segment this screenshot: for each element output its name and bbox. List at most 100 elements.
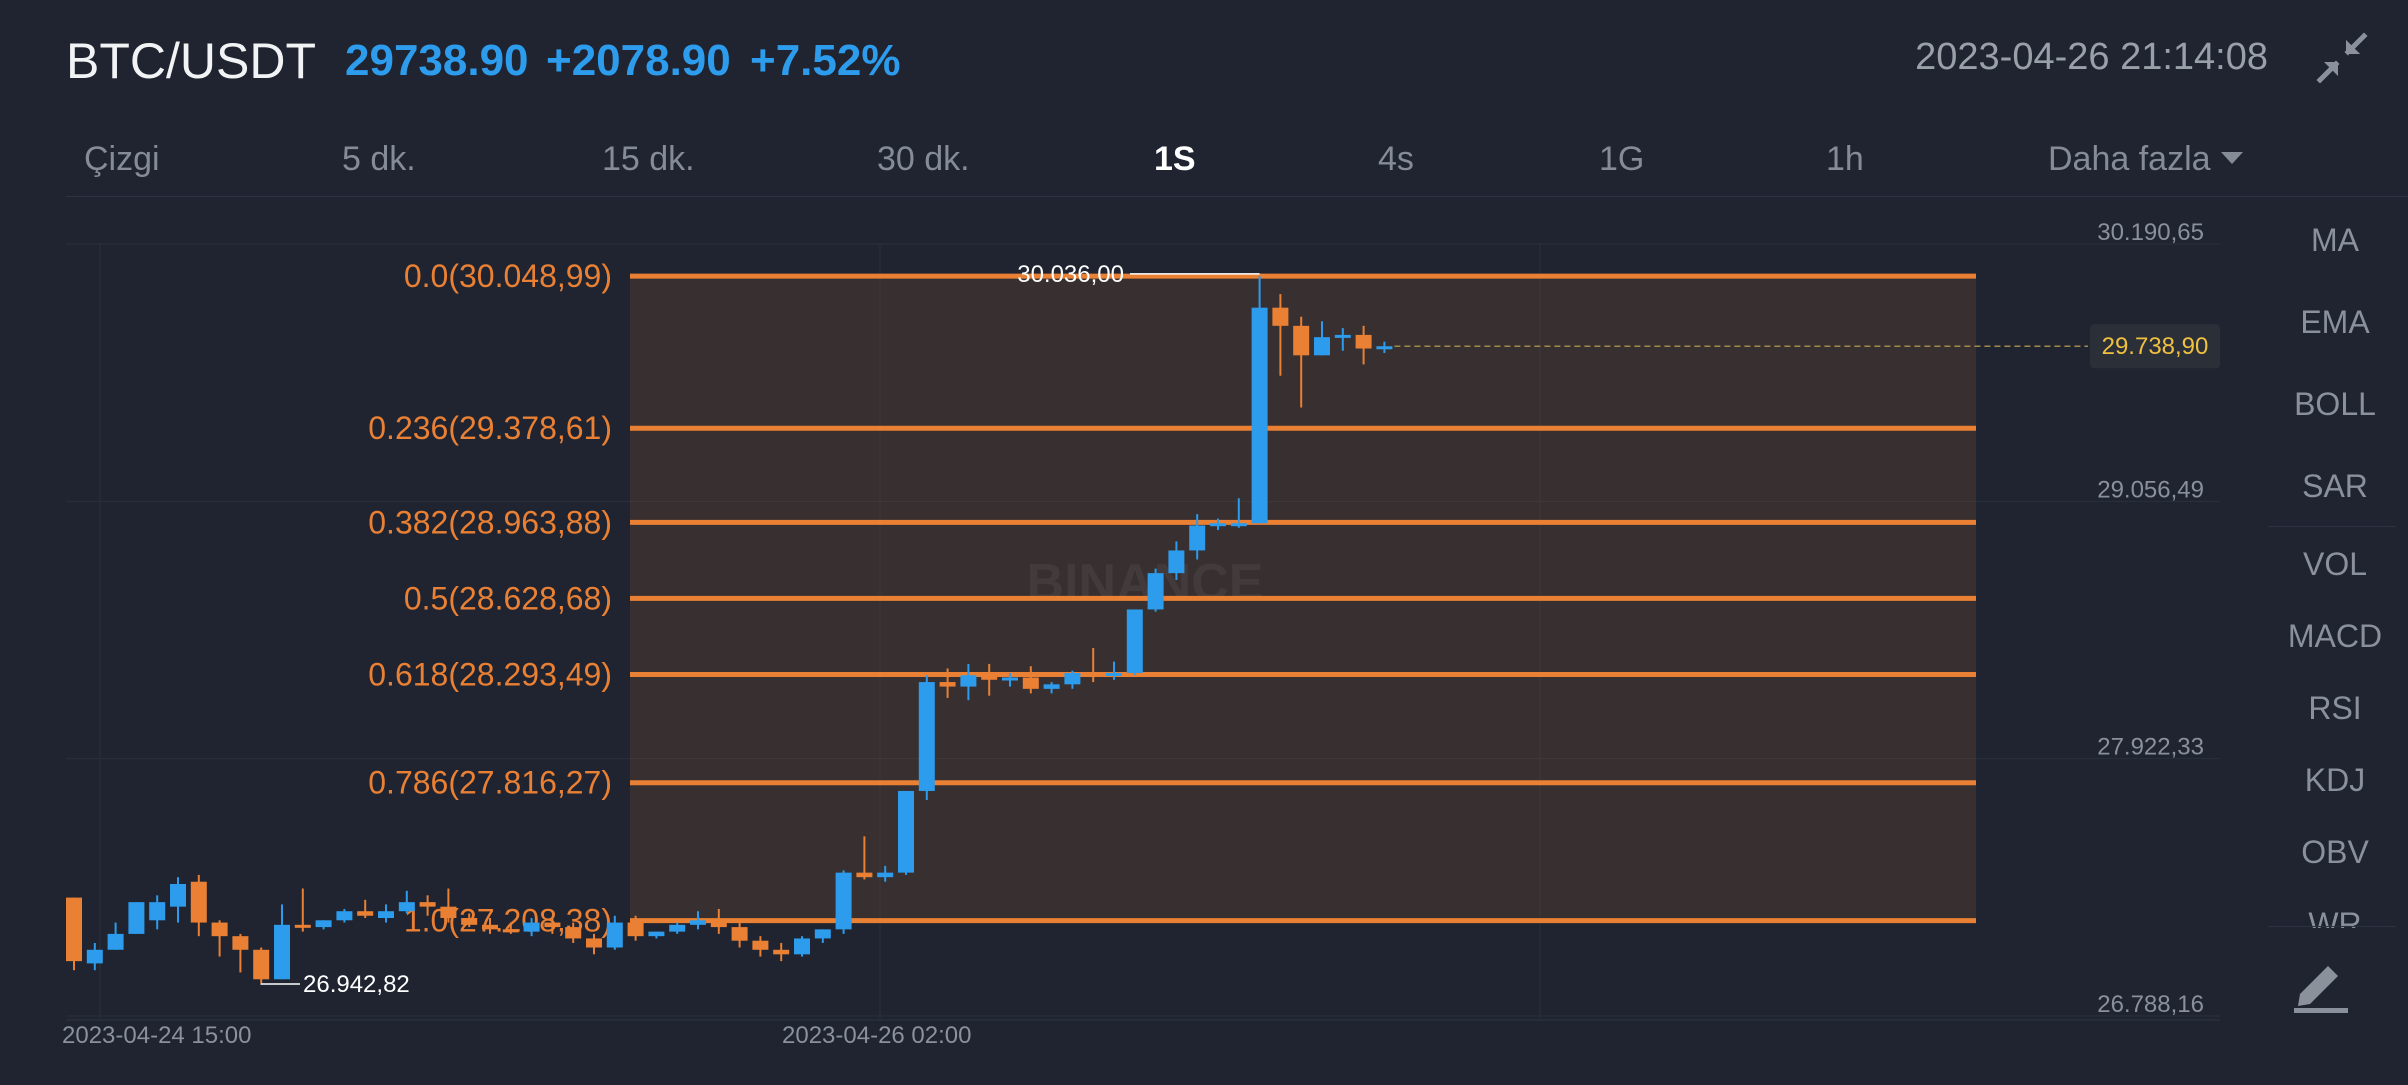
price-change-percent: +7.52% xyxy=(750,36,900,86)
candle-body xyxy=(648,932,664,937)
high-price-label: 30.036,00 xyxy=(1017,261,1124,288)
indicator-macd[interactable]: MACD xyxy=(2262,618,2408,655)
indicator-sar[interactable]: SAR xyxy=(2262,468,2408,505)
candle-body xyxy=(1023,678,1039,689)
collapse-arrows-icon[interactable] xyxy=(2312,28,2372,88)
indicator-wr[interactable]: WR xyxy=(2262,906,2408,928)
tab-1h[interactable]: 1S xyxy=(1154,140,1196,179)
candle-body xyxy=(1127,609,1143,673)
indicator-kdj[interactable]: KDJ xyxy=(2262,762,2408,799)
last-price: 29738.90 xyxy=(345,36,529,86)
pencil-icon[interactable] xyxy=(2288,950,2358,1020)
candle-body xyxy=(898,791,914,873)
candle-body xyxy=(378,911,394,918)
candle-body xyxy=(628,923,644,937)
tabs-divider xyxy=(66,196,2408,197)
indicator-ma[interactable]: MA xyxy=(2262,222,2408,259)
candle-body xyxy=(732,927,748,941)
candle-body xyxy=(108,934,124,950)
candle-body xyxy=(170,884,186,907)
y-tick-label: 29.056,49 xyxy=(2097,476,2204,503)
candle-body xyxy=(295,925,311,928)
indicator-panel: MA EMA BOLL SAR VOL MACD RSI KDJ OBV WR xyxy=(2262,200,2408,1080)
y-tick-label: 27.922,33 xyxy=(2097,734,2204,761)
tab-1w[interactable]: 1h xyxy=(1826,140,1864,179)
price-chart[interactable]: 30.190,65 29.056,49 27.922,33 26.788,16 2023… xyxy=(0,200,2240,1080)
candle-body xyxy=(66,898,82,962)
candle-body xyxy=(1064,673,1080,684)
candle-body xyxy=(253,950,269,979)
candle-body xyxy=(1376,346,1392,349)
candle-body xyxy=(1231,523,1247,526)
candle-body xyxy=(981,675,997,680)
candle-body xyxy=(1293,326,1309,355)
candle-body xyxy=(232,936,248,950)
fib-level-label: 0.236(29.378,61) xyxy=(368,410,612,446)
candle-body xyxy=(1272,308,1288,326)
indicator-obv[interactable]: OBV xyxy=(2262,834,2408,871)
candle-body xyxy=(503,929,519,932)
tab-more-label: Daha fazla xyxy=(2048,140,2211,178)
x-tick-label: 2023-04-26 02:00 xyxy=(782,1022,972,1049)
tab-more[interactable]: Daha fazla xyxy=(2048,140,2243,179)
indicator-vol[interactable]: VOL xyxy=(2262,546,2408,583)
candle-body xyxy=(1356,335,1372,349)
trading-pair[interactable]: BTC/USDT xyxy=(66,32,316,90)
candle-body xyxy=(1252,308,1268,524)
caret-down-icon xyxy=(2221,152,2243,164)
y-tick-label: 30.190,65 xyxy=(2097,219,2204,246)
indicator-ema[interactable]: EMA xyxy=(2262,304,2408,341)
candle-body xyxy=(607,923,623,948)
indicator-scroll-clip: WR xyxy=(2262,900,2408,928)
candle-body xyxy=(586,938,602,947)
candle-body xyxy=(149,902,165,920)
candle-body xyxy=(191,882,207,923)
candle-body xyxy=(919,682,935,791)
candle-body xyxy=(960,675,976,686)
chart-header: BTC/USDT 29738.90 +2078.90 +7.52% 2023-0… xyxy=(0,0,2408,118)
fib-level-label: 0.382(28.963,88) xyxy=(368,504,612,540)
fib-level-label: 0.618(28.293,49) xyxy=(368,656,612,692)
candle-body xyxy=(87,950,103,964)
candle-body xyxy=(316,920,332,927)
candle-body xyxy=(1210,523,1226,526)
candle-body xyxy=(357,911,373,916)
tab-1d[interactable]: 1G xyxy=(1599,140,1644,179)
candle-body xyxy=(1314,337,1330,355)
candle-body xyxy=(940,682,956,687)
candle-body xyxy=(336,911,352,920)
tab-line[interactable]: Çizgi xyxy=(84,140,160,179)
candle-body xyxy=(212,923,228,937)
tab-15m[interactable]: 15 dk. xyxy=(602,140,695,179)
candle-body xyxy=(1189,525,1205,550)
candle-body xyxy=(856,873,872,878)
candle-body xyxy=(1002,678,1018,681)
candle-body xyxy=(1148,573,1164,609)
x-tick-label: 2023-04-24 15:00 xyxy=(62,1022,252,1049)
indicator-divider xyxy=(2268,526,2396,527)
fib-level-label: 0.0(30.048,99) xyxy=(404,258,612,294)
current-price-label: 29.738,90 xyxy=(2102,333,2209,360)
indicator-rsi[interactable]: RSI xyxy=(2262,690,2408,727)
tab-30m[interactable]: 30 dk. xyxy=(877,140,970,179)
indicator-divider xyxy=(2268,926,2396,927)
timestamp: 2023-04-26 21:14:08 xyxy=(1915,36,2268,79)
candle-body xyxy=(815,929,831,938)
candle-body xyxy=(565,927,581,938)
candle-body xyxy=(440,907,456,918)
low-price-label: 26.942,82 xyxy=(303,971,410,998)
candle-body xyxy=(711,920,727,927)
candle-body xyxy=(544,923,560,928)
indicator-boll[interactable]: BOLL xyxy=(2262,386,2408,423)
candle-body xyxy=(1168,550,1184,573)
candle-body xyxy=(128,902,144,934)
candle-body xyxy=(1044,684,1060,689)
y-tick-label: 26.788,16 xyxy=(2097,991,2204,1018)
candle-body xyxy=(274,925,290,979)
tab-5m[interactable]: 5 dk. xyxy=(342,140,416,179)
candle-body xyxy=(482,925,498,930)
candle-body xyxy=(752,941,768,950)
tab-4h[interactable]: 4s xyxy=(1378,140,1414,179)
fib-level-label: 0.786(27.816,27) xyxy=(368,765,612,801)
price-change: +2078.90 xyxy=(546,36,731,86)
